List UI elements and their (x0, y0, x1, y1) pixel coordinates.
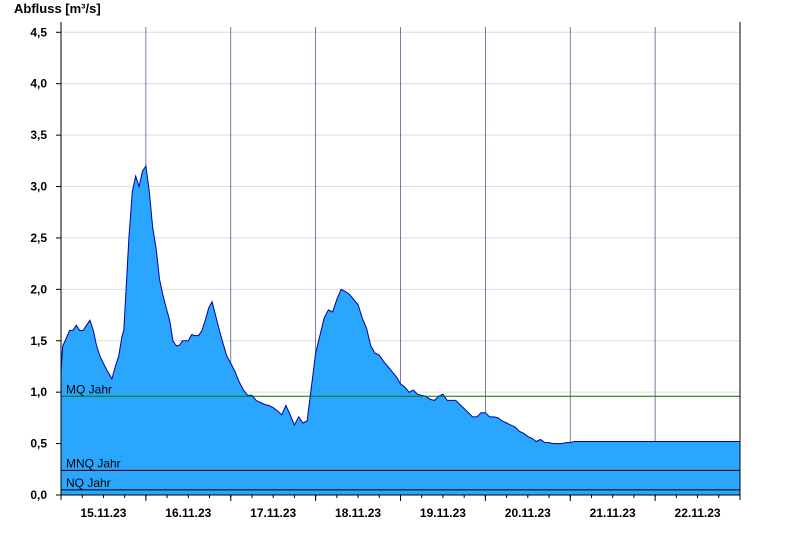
x-tick-label: 22.11.23 (675, 506, 721, 520)
y-tick-label: 2,0 (30, 282, 47, 296)
y-tick-label: 4,0 (30, 77, 47, 91)
y-tick-label: 1,5 (30, 334, 47, 348)
y-tick-labels: 0,0 0,5 1,0 1,5 2,0 2,5 3,0 3,5 4,0 4,5 (30, 25, 47, 502)
reference-line-label: NQ Jahr (66, 476, 111, 490)
axes (56, 22, 741, 501)
y-tick-label: 0,0 (30, 488, 47, 502)
discharge-area (61, 166, 740, 495)
y-axis-title: Abfluss [m³/s] (14, 1, 101, 16)
reference-lines: MQ Jahr MNQ Jahr NQ Jahr (61, 382, 740, 491)
discharge-line (60, 164, 740, 445)
x-tick-label: 16.11.23 (165, 506, 211, 520)
x-tick-label: 18.11.23 (335, 506, 381, 520)
data-area-layer (60, 164, 740, 495)
x-tick-label: 17.11.23 (250, 506, 296, 520)
x-tick-label: 19.11.23 (420, 506, 466, 520)
reference-line-label: MQ Jahr (66, 382, 112, 396)
x-tick-labels: 15.11.23 16.11.23 17.11.23 18.11.23 19.11.23… (80, 506, 721, 520)
x-tick-label: 15.11.23 (80, 506, 126, 520)
y-tick-label: 3,5 (30, 128, 47, 142)
y-tick-label: 0,5 (30, 437, 47, 451)
y-tick-label: 4,5 (30, 25, 47, 39)
x-tick-label: 20.11.23 (505, 506, 551, 520)
y-tick-label: 3,0 (30, 180, 47, 194)
y-tick-label: 1,0 (30, 385, 47, 399)
y-tick-label: 2,5 (30, 231, 47, 245)
reference-line-label: MNQ Jahr (66, 456, 121, 470)
x-tick-label: 21.11.23 (590, 506, 636, 520)
